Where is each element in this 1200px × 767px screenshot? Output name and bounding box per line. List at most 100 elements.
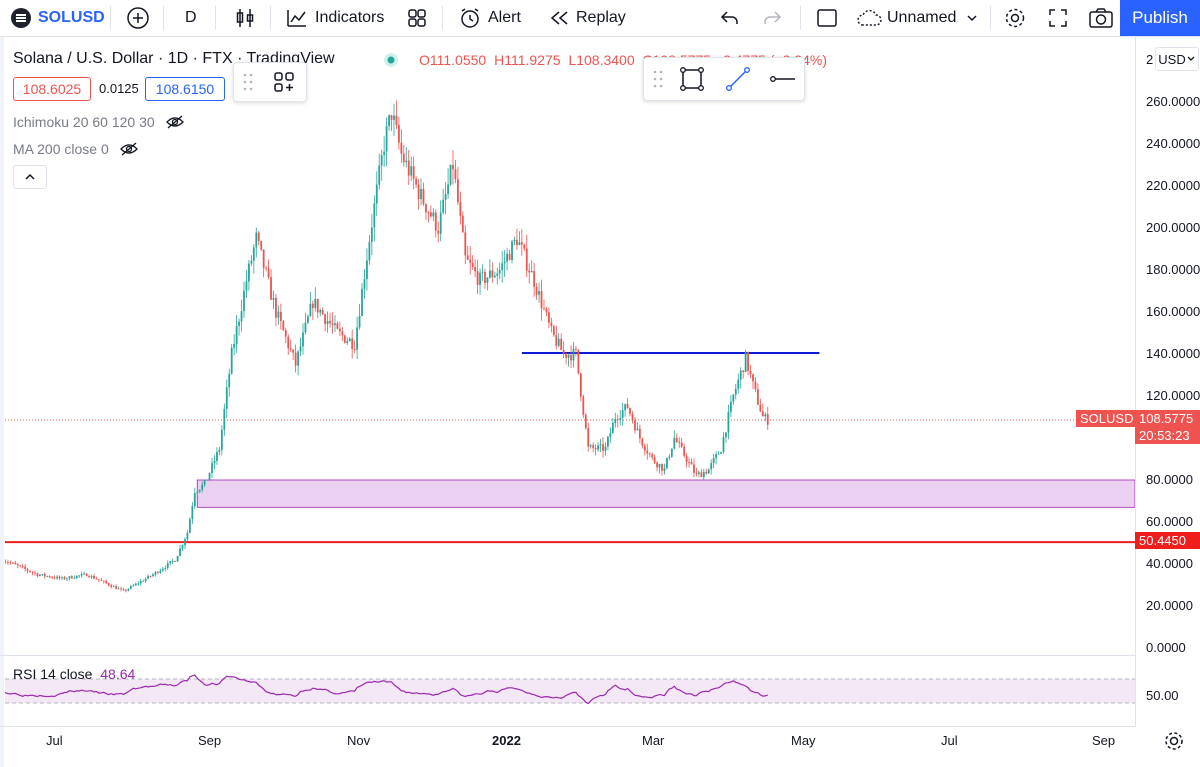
price-axis[interactable]: 2 USD 260.0000 240.0000 220.0000 200.0000 18…	[1135, 37, 1200, 727]
eye-hidden-icon[interactable]	[119, 141, 139, 157]
redo-button[interactable]	[760, 0, 784, 36]
candle	[670, 448, 673, 458]
candle	[198, 489, 201, 494]
square-icon	[817, 9, 837, 27]
floating-drawing-toolbar	[643, 57, 805, 101]
candle-body	[250, 260, 253, 264]
publish-button[interactable]: Publish	[1120, 0, 1200, 36]
candle-body	[548, 312, 550, 323]
price-axis-label: 140.0000	[1146, 346, 1200, 361]
drag-handle-icon[interactable]	[242, 72, 254, 92]
candle-body	[193, 492, 196, 507]
symbol-search[interactable]: SOLUSD	[10, 0, 105, 36]
candle-body	[287, 336, 290, 349]
candle-body	[203, 480, 206, 485]
candle	[611, 418, 614, 434]
buy-price-box[interactable]: 108.6150	[145, 77, 225, 101]
candle-body	[641, 438, 644, 446]
candle	[19, 565, 22, 568]
candle-body	[95, 578, 98, 580]
candle-body	[198, 489, 201, 492]
compare-button[interactable]	[126, 0, 150, 36]
floating-object-toolbar	[233, 62, 307, 102]
candle	[267, 259, 270, 280]
horizontal-ray-tool-icon[interactable]	[768, 65, 796, 93]
alert-button[interactable]: Alert	[458, 0, 521, 36]
candle	[134, 582, 137, 586]
candle-body	[277, 311, 280, 318]
candle-body	[107, 583, 110, 586]
save-layout-button[interactable]: Unnamed	[855, 0, 980, 36]
candle-body	[562, 350, 565, 354]
candle-body	[90, 575, 93, 578]
drag-handle-icon[interactable]	[652, 69, 664, 89]
eye-hidden-icon[interactable]	[165, 114, 185, 130]
candle	[90, 574, 93, 580]
candle-body	[48, 576, 51, 578]
candle-body	[496, 273, 499, 276]
indicator-ma[interactable]: MA 200 close 0	[13, 141, 139, 157]
candle	[375, 171, 378, 216]
candle-body	[331, 323, 334, 326]
candle	[235, 315, 238, 353]
fullscreen-button[interactable]	[1046, 0, 1070, 36]
candle	[122, 587, 125, 591]
candle	[43, 572, 46, 579]
candle-body	[747, 351, 749, 371]
candle	[383, 136, 386, 168]
snapshot-button[interactable]	[1088, 0, 1114, 36]
pane-separator[interactable]	[0, 655, 1135, 656]
templates-button[interactable]	[405, 0, 429, 36]
candle	[520, 229, 523, 256]
candle-body	[117, 588, 120, 590]
candle	[720, 451, 722, 455]
undo-button[interactable]	[718, 0, 742, 36]
candle	[562, 341, 565, 359]
candle	[570, 345, 572, 368]
candle	[614, 412, 617, 428]
candle	[474, 259, 477, 278]
candle-body	[257, 232, 260, 241]
candle-body	[98, 579, 100, 581]
candle	[663, 463, 666, 475]
candle-body	[243, 290, 245, 312]
collapse-legend-button[interactable]	[13, 165, 47, 189]
candle	[643, 443, 646, 456]
replay-button[interactable]: Replay	[548, 0, 626, 36]
sell-price-box[interactable]: 108.6025	[13, 77, 91, 101]
rewind-icon	[550, 11, 568, 25]
candle-body	[597, 445, 599, 450]
candle-body	[159, 570, 162, 573]
candle	[555, 325, 558, 350]
price-axis-label: 260.0000	[1146, 94, 1200, 109]
indicator-ichimoku[interactable]: Ichimoku 20 60 120 30	[13, 114, 185, 130]
candle-body	[754, 381, 757, 390]
layout-button[interactable]	[815, 0, 839, 36]
candle	[161, 567, 164, 572]
settings-button[interactable]	[1003, 0, 1027, 36]
currency-selector[interactable]: USD	[1155, 47, 1199, 71]
candle-body	[604, 446, 607, 451]
chart-type-button[interactable]	[233, 0, 257, 36]
candle	[717, 451, 720, 455]
rsi-pane[interactable]	[5, 656, 1135, 726]
candle	[425, 203, 427, 220]
gear-icon[interactable]	[1163, 730, 1185, 752]
candle	[646, 443, 649, 460]
candle	[597, 442, 599, 452]
indicators-button[interactable]: Indicators	[285, 0, 384, 36]
rectangle-tool-icon[interactable]	[678, 65, 706, 93]
candle-body	[142, 581, 145, 582]
candle-body	[294, 352, 297, 366]
candle	[476, 259, 479, 294]
candle-body	[245, 281, 248, 291]
trendline-tool-icon[interactable]	[724, 65, 752, 93]
candle	[61, 576, 63, 580]
candle	[766, 406, 769, 430]
candle	[680, 437, 683, 448]
price-chart[interactable]	[5, 37, 1135, 657]
interval-button[interactable]: D	[185, 9, 197, 26]
last-price-tag: 108.5775	[1135, 410, 1200, 427]
add-to-favorites-icon[interactable]	[272, 70, 296, 94]
price-axis-label: 20.0000	[1146, 598, 1193, 613]
